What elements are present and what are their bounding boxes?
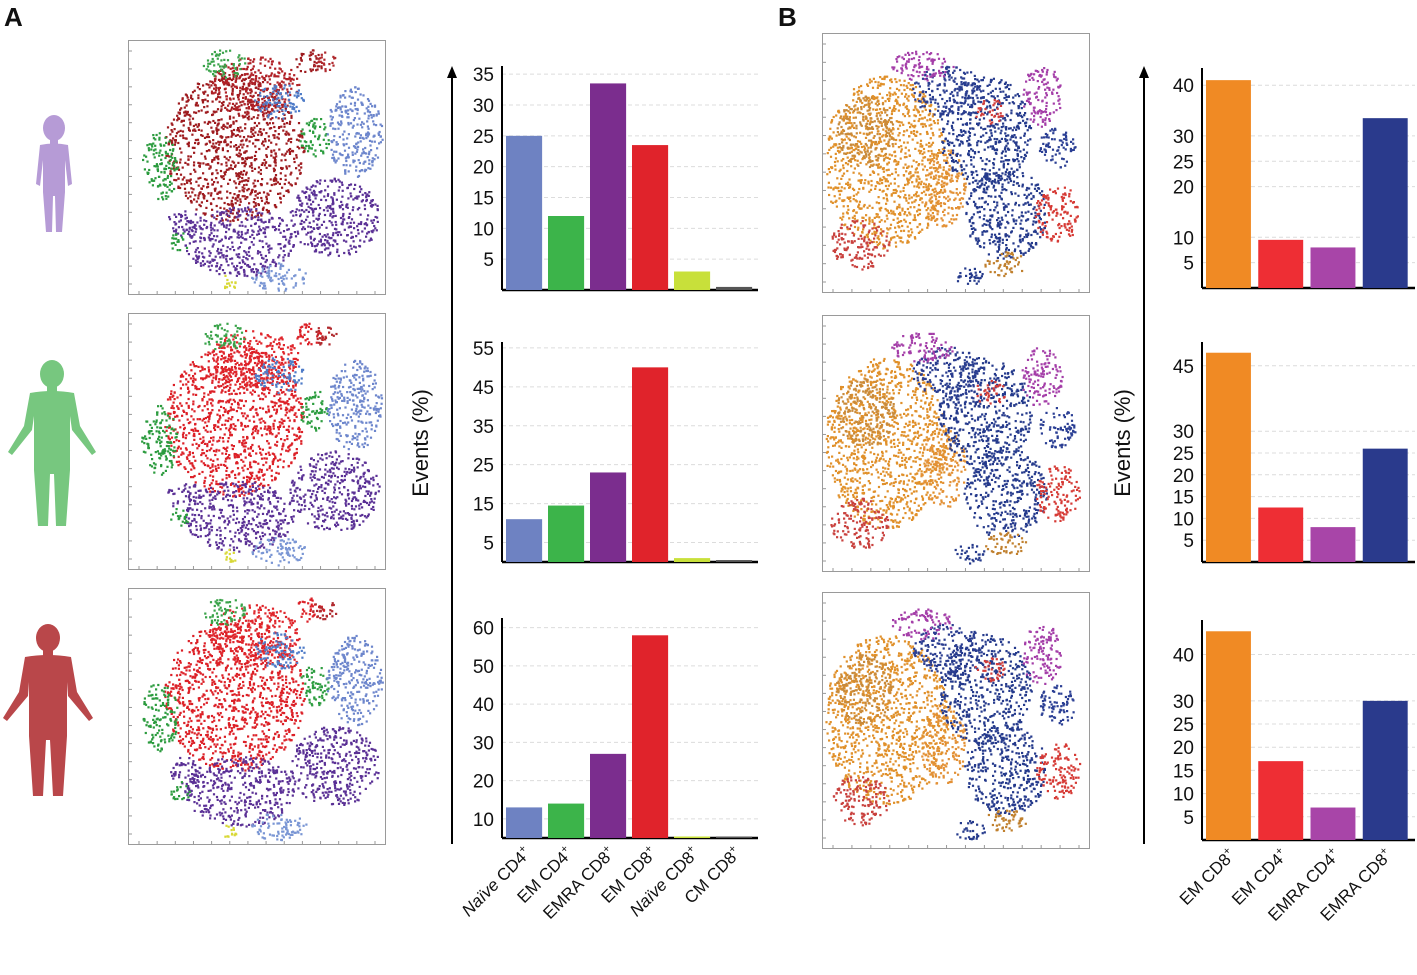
tsne-plot-a3 bbox=[128, 588, 386, 845]
bar-emra-cd4- bbox=[1311, 527, 1356, 562]
bar-em-cd4- bbox=[1258, 508, 1303, 563]
y-tick-label: 20 bbox=[1173, 466, 1194, 487]
y-tick-label: 10 bbox=[473, 810, 494, 831]
y-axis-label-b: Events (%) bbox=[1110, 388, 1136, 498]
bar-na-ve-cd8- bbox=[674, 558, 710, 562]
bar-emra-cd8- bbox=[1363, 449, 1408, 562]
bar-na-ve-cd8- bbox=[674, 272, 710, 291]
x-labels-b: EM CD8+EM CD4+EMRA CD4+EMRA CD8+ bbox=[1140, 848, 1417, 975]
y-tick-label: 5 bbox=[1183, 254, 1194, 275]
tsne-plot-a2 bbox=[128, 313, 386, 570]
bar-em-cd4- bbox=[548, 216, 584, 290]
tsne-plot-b2 bbox=[822, 315, 1090, 572]
bar-cm-cd8- bbox=[716, 837, 752, 839]
y-tick-label: 40 bbox=[473, 695, 494, 716]
bar-em-cd4- bbox=[548, 506, 584, 562]
y-tick-label: 45 bbox=[1173, 357, 1194, 378]
y-tick-label: 15 bbox=[473, 189, 494, 210]
bar-em-cd8- bbox=[632, 367, 668, 562]
y-tick-label: 40 bbox=[1173, 645, 1194, 666]
bar-em-cd8- bbox=[632, 635, 668, 838]
bar-na-ve-cd4- bbox=[506, 807, 542, 838]
bar-cm-cd8- bbox=[716, 560, 752, 562]
y-tick-label: 15 bbox=[1173, 488, 1194, 509]
y-tick-label: 20 bbox=[1173, 738, 1194, 759]
bar-em-cd8- bbox=[632, 145, 668, 290]
bar-em-cd8- bbox=[1206, 631, 1251, 840]
bar-emra-cd4- bbox=[1311, 247, 1356, 288]
y-tick-label: 30 bbox=[1173, 127, 1194, 148]
bar-na-ve-cd4- bbox=[506, 519, 542, 562]
y-tick-label: 10 bbox=[1173, 228, 1194, 249]
y-tick-label: 15 bbox=[1173, 761, 1194, 782]
panel-a-letter: A bbox=[4, 2, 23, 33]
adult-figure-icon bbox=[4, 360, 100, 535]
bar-em-cd4- bbox=[1258, 761, 1303, 840]
bar-chart-a3: 10 20 30 40 50 60 bbox=[440, 610, 760, 846]
child-figure-icon bbox=[28, 112, 80, 242]
tsne-plot-b1 bbox=[822, 33, 1090, 293]
y-tick-label: 40 bbox=[1173, 76, 1194, 97]
x-labels-a: Naïve CD4+EM CD4+EMRA CD8+EM CD8+Naïve C… bbox=[440, 846, 770, 975]
y-tick-label: 5 bbox=[1183, 808, 1194, 829]
tsne-plot-b3 bbox=[822, 592, 1090, 849]
panel-b-letter: B bbox=[778, 2, 797, 33]
elderly-figure-icon bbox=[0, 624, 96, 804]
y-tick-label: 5 bbox=[483, 534, 494, 555]
y-tick-label: 45 bbox=[473, 378, 494, 399]
y-tick-label: 5 bbox=[483, 250, 494, 271]
bar-na-ve-cd8- bbox=[674, 837, 710, 839]
adult-silhouette bbox=[8, 360, 96, 526]
bar-em-cd4- bbox=[1258, 240, 1303, 288]
tsne-plot-a1 bbox=[128, 40, 386, 295]
bar-emra-cd8- bbox=[1363, 701, 1408, 840]
bar-emra-cd8- bbox=[590, 472, 626, 562]
y-tick-label: 15 bbox=[473, 495, 494, 516]
y-tick-label: 10 bbox=[1173, 509, 1194, 530]
bar-em-cd4- bbox=[548, 804, 584, 838]
y-tick-label: 30 bbox=[1173, 422, 1194, 443]
y-tick-label: 20 bbox=[473, 158, 494, 179]
bar-chart-a1: 5 10 15 20 25 30 35 bbox=[440, 58, 760, 298]
bar-em-cd8- bbox=[1206, 353, 1251, 562]
elderly-silhouette bbox=[3, 624, 93, 796]
y-tick-label: 20 bbox=[473, 772, 494, 793]
bar-cm-cd8- bbox=[716, 287, 752, 290]
y-tick-label: 10 bbox=[473, 219, 494, 240]
bar-emra-cd8- bbox=[1363, 118, 1408, 288]
bar-emra-cd8- bbox=[590, 83, 626, 290]
y-tick-label: 25 bbox=[1173, 715, 1194, 736]
y-tick-label: 25 bbox=[473, 456, 494, 477]
y-tick-label: 20 bbox=[1173, 178, 1194, 199]
y-tick-label: 5 bbox=[1183, 531, 1194, 552]
y-tick-label: 50 bbox=[473, 657, 494, 678]
y-tick-label: 10 bbox=[1173, 785, 1194, 806]
y-tick-label: 25 bbox=[1173, 444, 1194, 465]
y-tick-label: 25 bbox=[473, 127, 494, 148]
bar-em-cd8- bbox=[1206, 80, 1251, 288]
bar-na-ve-cd4- bbox=[506, 136, 542, 290]
y-axis-label-a: Events (%) bbox=[408, 388, 434, 498]
y-tick-label: 35 bbox=[473, 65, 494, 86]
y-tick-label: 60 bbox=[473, 619, 494, 640]
y-tick-label: 55 bbox=[473, 339, 494, 360]
y-tick-label: 25 bbox=[1173, 152, 1194, 173]
bar-chart-b1: 5 10 20 25 30 40 bbox=[1140, 60, 1417, 296]
y-tick-label: 30 bbox=[1173, 692, 1194, 713]
y-tick-label: 30 bbox=[473, 96, 494, 117]
bar-emra-cd4- bbox=[1311, 808, 1356, 840]
child-silhouette bbox=[36, 115, 72, 232]
y-tick-label: 35 bbox=[473, 417, 494, 438]
y-tick-label: 30 bbox=[473, 733, 494, 754]
x-tick-label: EM CD8+ bbox=[1175, 848, 1239, 909]
bar-emra-cd8- bbox=[590, 754, 626, 838]
bar-chart-a2: 5 15 25 35 45 55 bbox=[440, 334, 760, 570]
